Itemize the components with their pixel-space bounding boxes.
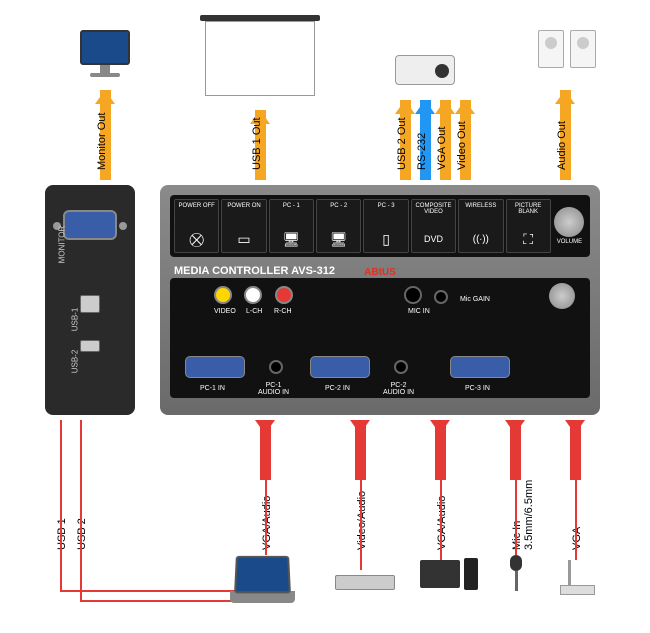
output-speakers: [535, 30, 599, 73]
input-pc: [420, 560, 460, 588]
line-usb1-h: [60, 590, 235, 592]
pc1-audio-jack: [269, 360, 283, 374]
power-on-icon: ▭: [232, 229, 256, 249]
input-microphone: [510, 555, 522, 591]
pc2-audio-jack: [394, 360, 408, 374]
label-usb2-out: USB 2 Out: [396, 117, 408, 170]
label-monitor-out: Monitor Out: [96, 113, 108, 170]
wireless-icon: ((∙)): [469, 229, 493, 249]
btn-power-off[interactable]: POWER OFF⛒: [174, 199, 219, 253]
line-usb1-v: [60, 420, 62, 590]
line-usb2-h: [80, 600, 235, 602]
btn-composite-video[interactable]: COMPOSITE VIDEODVD: [411, 199, 456, 253]
pc2-icon: 🖥: [327, 229, 351, 249]
side-usb2-label: USB-2: [70, 350, 79, 374]
side-usb1-label: USB-1: [70, 308, 79, 332]
vga-pc3-in: [450, 356, 510, 378]
rca-video: [214, 286, 232, 304]
vga-pc1-in: [185, 356, 245, 378]
arrow-video-in: [355, 420, 366, 480]
btn-power-on[interactable]: POWER ON▭: [221, 199, 266, 253]
volume-label: VOLUME: [557, 239, 582, 245]
pc3-icon: ▯: [374, 229, 398, 249]
io-panel: VIDEO L-CH R-CH MIC IN Mic GAIN PC-1 IN …: [170, 278, 590, 398]
dvd-icon: DVD: [421, 229, 445, 249]
output-projection-screen: [200, 15, 320, 96]
side-monitor-label: MONITOR: [57, 226, 66, 264]
input-dvd-player: [335, 575, 395, 590]
vga-pc2-in: [310, 356, 370, 378]
btn-pc2[interactable]: PC - 2🖥: [316, 199, 361, 253]
rca-rch: [275, 286, 293, 304]
label-usb2-in: USB 2: [76, 518, 88, 550]
label-audio-out: Audio Out: [556, 121, 568, 170]
output-projector: [395, 55, 455, 85]
arrow-mic-in: [510, 420, 521, 480]
arrow-vga1-in: [260, 420, 271, 480]
usb2-port: [80, 340, 100, 352]
label-usb1-in: USB 1: [56, 518, 68, 550]
media-controller: POWER OFF⛒ POWER ON▭ PC - 1🖥 PC - 2🖥 PC …: [160, 185, 600, 415]
power-off-icon: ⛒: [185, 229, 209, 249]
btn-wireless[interactable]: WIRELESS((∙)): [458, 199, 503, 253]
btn-picture-blank[interactable]: PICTURE BLANK⛶: [506, 199, 551, 253]
line-usb2-v: [80, 420, 82, 600]
label-vga-audio-2: VGA/Audio: [436, 496, 448, 550]
button-row: POWER OFF⛒ POWER ON▭ PC - 1🖥 PC - 2🖥 PC …: [170, 195, 590, 257]
output-monitor: [80, 30, 130, 77]
label-video-audio: Video/Audio: [356, 491, 368, 550]
arrow-vga3-in: [570, 420, 581, 480]
input-document-camera: [560, 560, 595, 595]
label-rs232: RS-232: [416, 133, 428, 170]
usb1-port: [80, 295, 100, 313]
label-vga-audio-1: VGA/Audio: [261, 496, 273, 550]
arrow-vga2-in: [435, 420, 446, 480]
btn-pc1[interactable]: PC - 1🖥: [269, 199, 314, 253]
input-laptop: [235, 555, 295, 603]
mic-jack-large: [404, 286, 422, 304]
btn-pc3[interactable]: PC - 3▯: [363, 199, 408, 253]
blank-icon: ⛶: [516, 229, 540, 249]
mic-jack-small: [434, 290, 448, 304]
side-panel: MONITOR USB-1 USB-2: [45, 185, 135, 415]
label-vga-out: VGA Out: [436, 127, 448, 170]
label-video-out: Video Out: [456, 121, 468, 170]
label-usb1-out: USB 1 Out: [251, 117, 263, 170]
rca-lch: [244, 286, 262, 304]
pc1-icon: 🖥: [279, 229, 303, 249]
volume-knob[interactable]: [554, 207, 584, 237]
label-vga-in: VGA: [571, 527, 583, 550]
mic-gain-knob[interactable]: [549, 283, 575, 309]
vga-monitor-port: [63, 210, 117, 240]
